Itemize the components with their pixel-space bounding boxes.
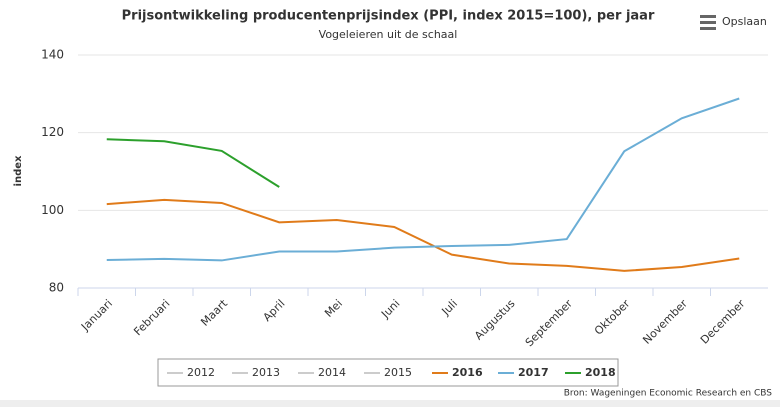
menu-icon xyxy=(700,15,716,18)
menu-icon xyxy=(700,27,716,30)
x-tick-label: November xyxy=(640,297,690,347)
chart-subtitle: Vogeleieren uit de schaal xyxy=(319,28,458,41)
x-tick-label: Februari xyxy=(131,297,172,338)
x-tick-label: Mei xyxy=(322,297,345,320)
y-tick-label: 80 xyxy=(49,281,64,295)
x-tick-label: Augustus xyxy=(472,297,518,343)
series-line xyxy=(106,97,740,262)
x-tick-label: Januari xyxy=(78,297,115,334)
legend-label[interactable]: 2014 xyxy=(318,366,346,379)
chart-title: Prijsontwikkeling producentenprijsindex … xyxy=(122,9,655,24)
y-tick-label: 120 xyxy=(41,125,64,139)
y-tick-label: 100 xyxy=(41,203,64,217)
legend-label[interactable]: 2015 xyxy=(384,366,412,379)
menu-icon xyxy=(700,21,716,24)
export-label[interactable]: Opslaan xyxy=(722,15,767,28)
legend-label[interactable]: 2013 xyxy=(252,366,280,379)
legend-label[interactable]: 2012 xyxy=(187,366,215,379)
x-tick-label: December xyxy=(698,297,748,347)
y-axis-label: index xyxy=(13,155,24,186)
export-button[interactable]: Opslaan xyxy=(700,15,767,30)
bottom-strip xyxy=(0,400,780,407)
series-line xyxy=(106,138,280,188)
x-tick-label: September xyxy=(523,297,576,350)
legend-label[interactable]: 2018 xyxy=(585,366,616,379)
legend-label[interactable]: 2016 xyxy=(452,366,483,379)
x-tick-label: Oktober xyxy=(592,297,633,338)
x-tick-label: Juni xyxy=(378,297,402,321)
x-tick-label: Juli xyxy=(439,297,460,318)
x-tick-label: April xyxy=(261,297,288,324)
series-line xyxy=(106,198,740,272)
x-tick-label: Maart xyxy=(198,297,230,329)
y-tick-label: 140 xyxy=(41,48,64,62)
legend-label[interactable]: 2017 xyxy=(518,366,549,379)
source: Bron: Wageningen Economic Research en CB… xyxy=(564,389,773,399)
